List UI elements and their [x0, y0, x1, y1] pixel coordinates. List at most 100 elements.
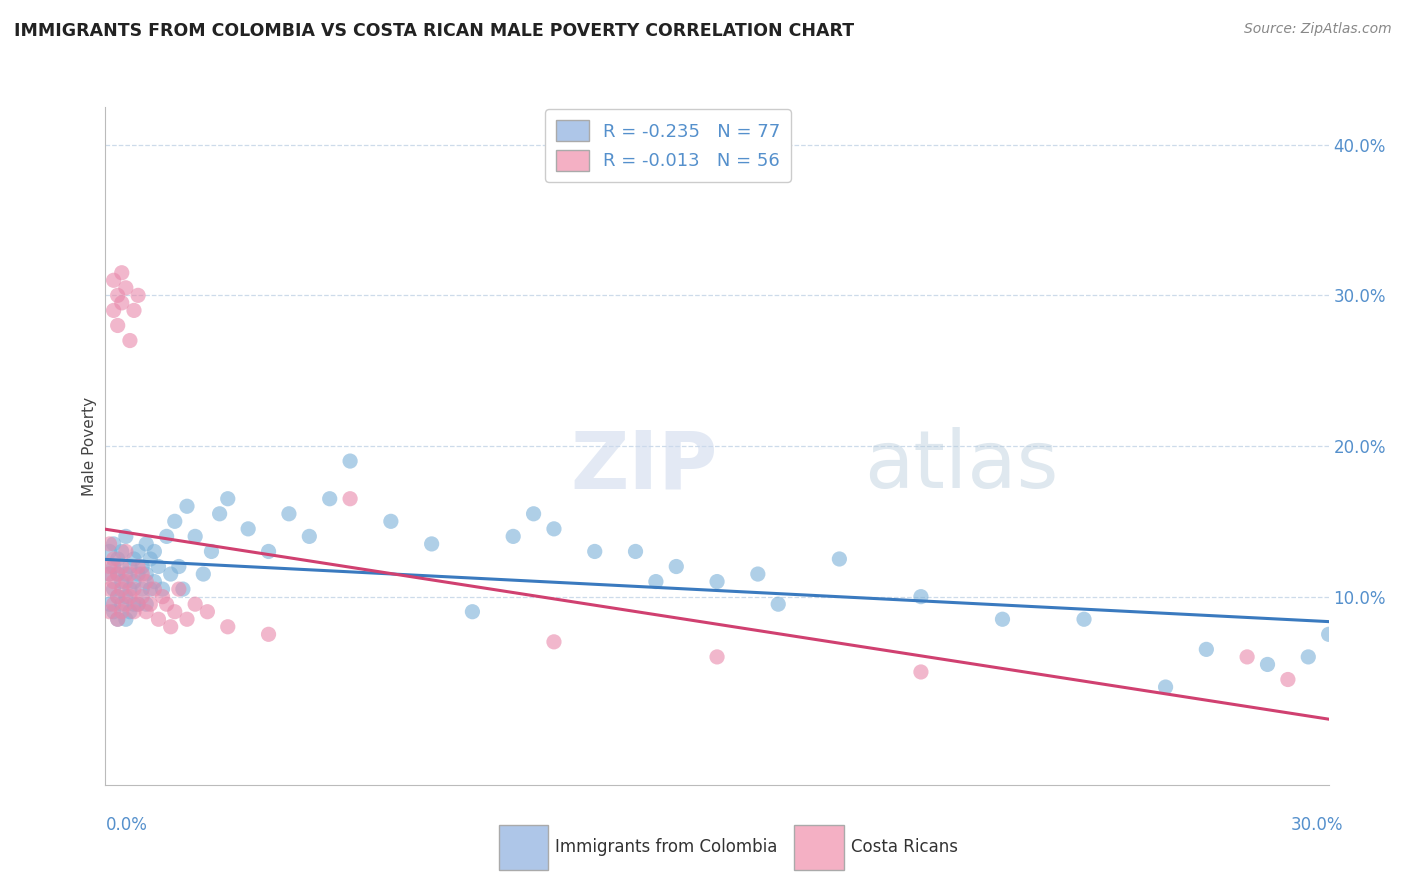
Point: [127, 559, 149, 574]
Point: [118, 559, 141, 574]
Point: [98, 537, 121, 551]
Point: [107, 590, 129, 604]
Point: [991, 612, 1014, 626]
Point: [115, 281, 138, 295]
Point: [98, 544, 121, 558]
Point: [122, 552, 145, 566]
Point: [148, 559, 170, 574]
Point: [380, 514, 402, 528]
Point: [111, 296, 134, 310]
Point: [152, 590, 174, 604]
Point: [122, 597, 145, 611]
Point: [115, 529, 138, 543]
Point: [103, 559, 125, 574]
Point: [163, 514, 186, 528]
FancyBboxPatch shape: [499, 825, 548, 870]
Point: [167, 582, 190, 596]
Point: [122, 582, 145, 596]
Point: [127, 597, 149, 611]
Point: [131, 567, 153, 582]
Point: [217, 620, 239, 634]
Point: [118, 590, 141, 604]
Text: Immigrants from Colombia: Immigrants from Colombia: [555, 838, 778, 856]
Point: [98, 567, 121, 582]
Point: [768, 597, 790, 611]
Point: [318, 491, 342, 506]
Point: [1073, 612, 1095, 626]
Point: [543, 522, 565, 536]
Point: [135, 567, 157, 582]
Point: [543, 635, 565, 649]
Point: [115, 597, 138, 611]
Point: [1236, 649, 1258, 664]
Point: [103, 537, 125, 551]
Point: [122, 605, 145, 619]
Point: [131, 590, 153, 604]
Point: [156, 529, 179, 543]
Text: ZIP: ZIP: [571, 427, 717, 506]
Point: [118, 334, 141, 348]
Point: [159, 567, 181, 582]
Point: [152, 582, 174, 596]
FancyBboxPatch shape: [794, 825, 844, 870]
Legend: R = -0.235   N = 77, R = -0.013   N = 56: R = -0.235 N = 77, R = -0.013 N = 56: [546, 110, 792, 182]
Point: [1277, 673, 1299, 687]
Point: [172, 582, 194, 596]
Point: [298, 529, 321, 543]
Point: [111, 559, 134, 574]
Point: [148, 612, 170, 626]
Text: Costa Ricans: Costa Ricans: [851, 838, 957, 856]
Point: [98, 582, 121, 596]
Point: [118, 567, 141, 582]
Text: IMMIGRANTS FROM COLOMBIA VS COSTA RICAN MALE POVERTY CORRELATION CHART: IMMIGRANTS FROM COLOMBIA VS COSTA RICAN …: [14, 22, 855, 40]
Point: [135, 574, 157, 589]
Point: [107, 612, 129, 626]
Point: [624, 544, 647, 558]
Point: [665, 559, 688, 574]
Point: [127, 288, 149, 302]
Point: [257, 544, 280, 558]
Point: [107, 567, 129, 582]
Point: [461, 605, 484, 619]
Point: [135, 605, 157, 619]
Point: [103, 597, 125, 611]
Point: [197, 605, 219, 619]
Point: [135, 537, 157, 551]
Point: [420, 537, 443, 551]
Point: [115, 574, 138, 589]
Point: [107, 567, 129, 582]
Point: [143, 582, 166, 596]
Point: [98, 559, 121, 574]
Point: [1296, 649, 1319, 664]
Point: [278, 507, 301, 521]
Point: [159, 620, 181, 634]
Point: [122, 574, 145, 589]
Point: [176, 612, 198, 626]
Point: [103, 303, 125, 318]
Point: [115, 612, 138, 626]
Point: [103, 273, 125, 287]
Text: atlas: atlas: [863, 427, 1059, 506]
Point: [139, 552, 162, 566]
Point: [339, 454, 361, 468]
Point: [747, 567, 769, 582]
Point: [139, 582, 162, 596]
Y-axis label: Male Poverty: Male Poverty: [82, 396, 97, 496]
Point: [135, 597, 157, 611]
Point: [103, 605, 125, 619]
Point: [131, 559, 153, 574]
Text: 30.0%: 30.0%: [1291, 816, 1343, 834]
Point: [200, 544, 222, 558]
Point: [523, 507, 546, 521]
Point: [176, 500, 198, 514]
Point: [118, 582, 141, 596]
Point: [706, 574, 728, 589]
Point: [98, 567, 121, 582]
Point: [107, 552, 129, 566]
Point: [910, 590, 932, 604]
Point: [111, 544, 134, 558]
Point: [111, 582, 134, 596]
Point: [156, 597, 179, 611]
Point: [184, 597, 207, 611]
Point: [111, 266, 134, 280]
